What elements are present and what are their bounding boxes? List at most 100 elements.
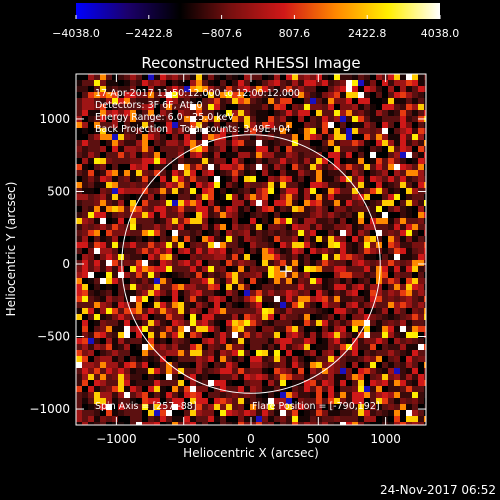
heatmap-cell xyxy=(310,194,316,200)
heatmap-cell xyxy=(328,182,334,188)
heatmap-cell xyxy=(358,98,364,104)
heatmap-cell xyxy=(244,266,250,272)
heatmap-cell xyxy=(346,182,352,188)
heatmap-cell xyxy=(292,332,298,338)
heatmap-cell xyxy=(298,344,304,350)
heatmap-cell xyxy=(76,182,82,188)
heatmap-cell xyxy=(142,278,148,284)
heatmap-cell xyxy=(394,182,400,188)
heatmap-cell xyxy=(166,266,172,272)
heatmap-cell xyxy=(298,326,304,332)
heatmap-cell xyxy=(334,416,340,422)
heatmap-cell xyxy=(118,104,124,110)
heatmap-cell xyxy=(166,350,172,356)
heatmap-cell xyxy=(304,230,310,236)
heatmap-cell xyxy=(262,230,268,236)
heatmap-cell xyxy=(316,374,322,380)
heatmap-cell xyxy=(178,392,184,398)
heatmap-cell xyxy=(400,194,406,200)
heatmap-cell xyxy=(244,146,250,152)
heatmap-cell xyxy=(166,344,172,350)
heatmap-cell xyxy=(142,170,148,176)
heatmap-cell xyxy=(82,332,88,338)
heatmap-cell xyxy=(172,242,178,248)
heatmap-cell xyxy=(268,80,274,86)
heatmap-cell xyxy=(358,224,364,230)
heatmap-cell xyxy=(82,374,88,380)
heatmap-cell xyxy=(292,152,298,158)
heatmap-cell xyxy=(208,176,214,182)
heatmap-cell xyxy=(364,356,370,362)
heatmap-cell xyxy=(94,182,100,188)
heatmap-cell xyxy=(328,302,334,308)
heatmap-cell xyxy=(160,182,166,188)
heatmap-cell xyxy=(298,410,304,416)
heatmap-cell xyxy=(82,110,88,116)
heatmap-cell xyxy=(280,362,286,368)
heatmap-cell xyxy=(220,386,226,392)
heatmap-cell xyxy=(244,236,250,242)
heatmap-cell xyxy=(310,356,316,362)
heatmap-cell xyxy=(232,146,238,152)
heatmap-cell xyxy=(118,386,124,392)
heatmap-cell xyxy=(382,248,388,254)
heatmap-cell xyxy=(244,194,250,200)
heatmap-cell xyxy=(214,212,220,218)
heatmap-cell xyxy=(88,386,94,392)
heatmap-cell xyxy=(328,158,334,164)
heatmap-cell xyxy=(214,308,220,314)
heatmap-cell xyxy=(112,368,118,374)
heatmap-cell xyxy=(154,314,160,320)
heatmap-cell xyxy=(100,398,106,404)
heatmap-cell xyxy=(316,188,322,194)
heatmap-cell xyxy=(250,140,256,146)
heatmap-cell xyxy=(214,332,220,338)
heatmap-cell xyxy=(376,374,382,380)
heatmap-cell xyxy=(184,314,190,320)
heatmap-cell xyxy=(268,272,274,278)
heatmap-cell xyxy=(196,314,202,320)
heatmap-cell xyxy=(370,296,376,302)
heatmap-cell xyxy=(418,356,424,362)
heatmap-cell xyxy=(244,308,250,314)
heatmap-cell xyxy=(358,218,364,224)
heatmap-cell xyxy=(202,158,208,164)
heatmap-cell xyxy=(394,80,400,86)
colorbar-tick-label: −2422.8 xyxy=(125,27,173,40)
heatmap-cell xyxy=(268,350,274,356)
heatmap-cell xyxy=(322,116,328,122)
heatmap-cell xyxy=(400,224,406,230)
heatmap-cell xyxy=(376,248,382,254)
heatmap-cell xyxy=(370,374,376,380)
heatmap-cell xyxy=(352,278,358,284)
heatmap-cell xyxy=(298,392,304,398)
heatmap-cell xyxy=(190,344,196,350)
heatmap-cell xyxy=(400,188,406,194)
heatmap-cell xyxy=(268,398,274,404)
heatmap-cell xyxy=(418,404,424,410)
heatmap-cell xyxy=(262,152,268,158)
heatmap-cell xyxy=(196,164,202,170)
heatmap-cell xyxy=(148,392,154,398)
heatmap-cell xyxy=(340,182,346,188)
heatmap-cell xyxy=(112,182,118,188)
colorbar-gradient xyxy=(76,3,440,19)
heatmap-cell xyxy=(208,260,214,266)
heatmap-cell xyxy=(226,368,232,374)
heatmap-cell xyxy=(178,398,184,404)
heatmap-cell xyxy=(328,308,334,314)
heatmap-cell xyxy=(418,242,424,248)
heatmap-cell xyxy=(292,158,298,164)
heatmap-cell xyxy=(100,74,106,80)
heatmap-cell xyxy=(394,290,400,296)
heatmap-cell xyxy=(76,122,82,128)
heatmap-cell xyxy=(238,398,244,404)
heatmap-cell xyxy=(382,266,388,272)
heatmap-cell xyxy=(244,242,250,248)
heatmap-cell xyxy=(172,392,178,398)
heatmap-cell xyxy=(160,146,166,152)
heatmap-cell xyxy=(274,212,280,218)
heatmap-cell xyxy=(280,290,286,296)
heatmap-cell xyxy=(250,314,256,320)
heatmap-cell xyxy=(418,104,424,110)
